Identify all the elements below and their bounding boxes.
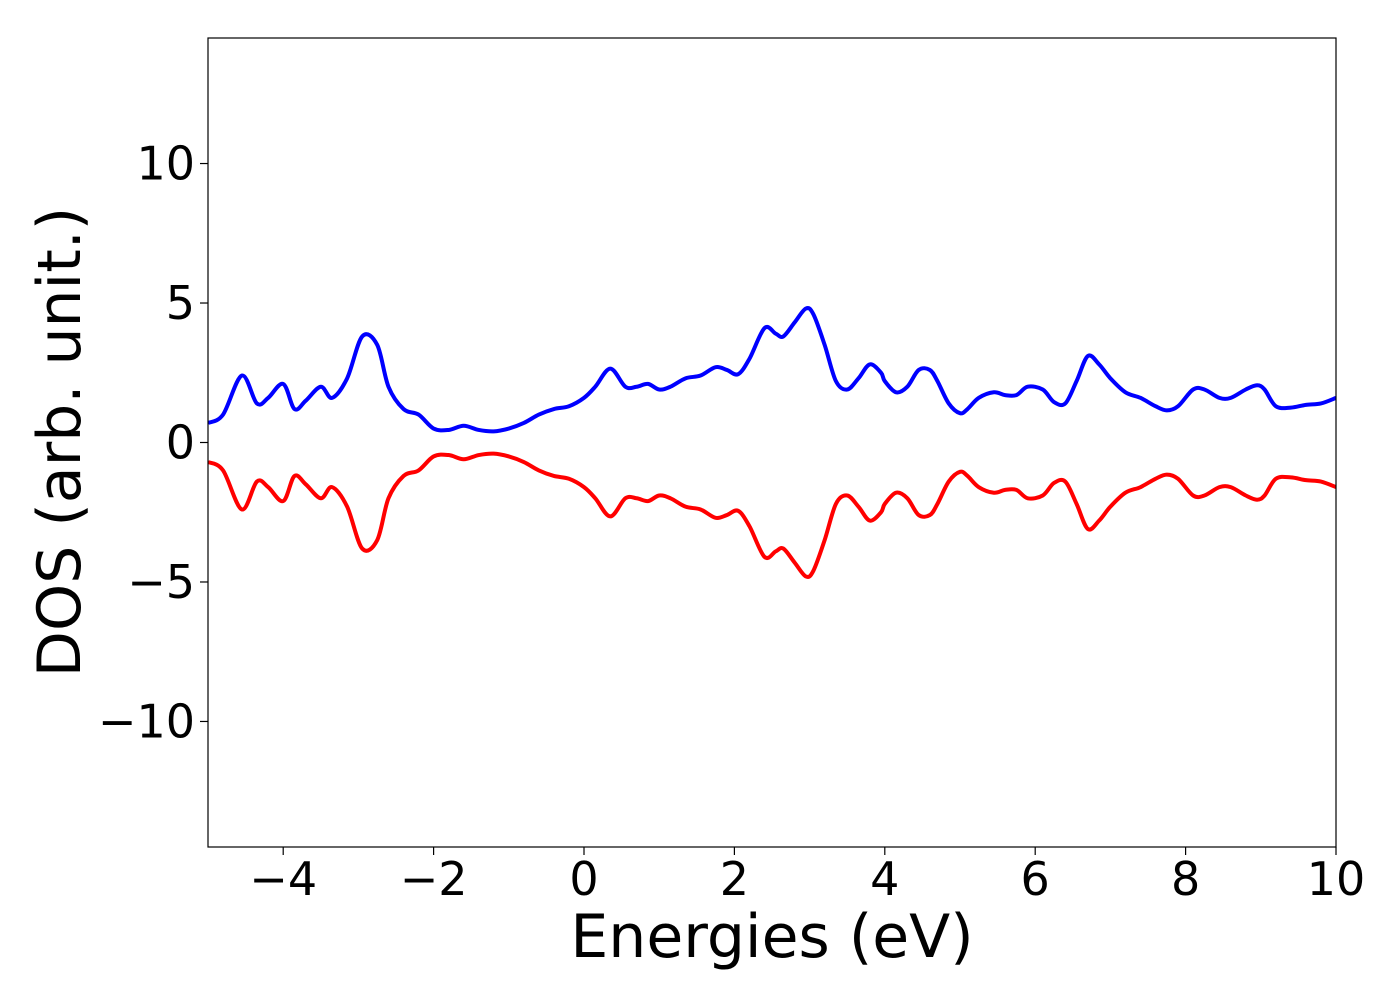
y-axis-label: DOS (arb. unit.): [25, 207, 95, 677]
x-axis-label: Energies (eV): [570, 902, 973, 972]
y-tick-label: 0: [166, 416, 195, 470]
y-tick-label: 10: [136, 137, 195, 191]
y-tick-label: −10: [98, 694, 195, 748]
y-axis-ticks: 10 5 0 −5 −10: [98, 137, 208, 748]
plot-background: [208, 38, 1336, 847]
x-tick-label: 0: [569, 852, 598, 906]
x-tick-label: 6: [1021, 852, 1050, 906]
y-tick-label: −5: [127, 555, 195, 609]
series-line-0: [208, 306, 1336, 434]
x-tick-label: 10: [1307, 852, 1366, 906]
y-tick-label: 5: [166, 276, 195, 330]
x-tick-label: −2: [400, 852, 468, 906]
series-line-1: [208, 451, 1336, 579]
series-layer: [208, 306, 1336, 579]
x-tick-label: −4: [249, 852, 317, 906]
x-tick-label: 4: [870, 852, 899, 906]
x-axis-ticks: −4 −2 0 2 4 6 8 10: [249, 847, 1365, 906]
x-tick-label: 2: [720, 852, 749, 906]
x-tick-label: 8: [1171, 852, 1200, 906]
